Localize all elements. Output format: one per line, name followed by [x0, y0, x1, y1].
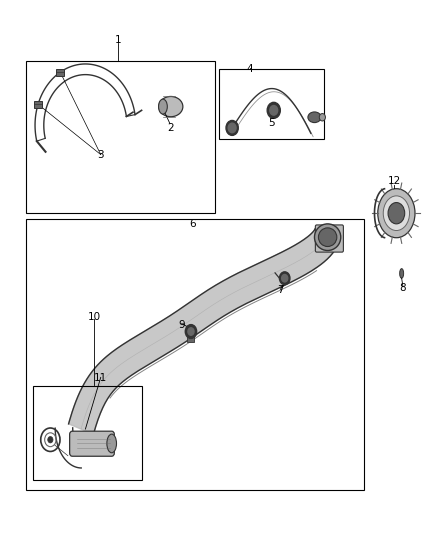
Polygon shape — [69, 229, 337, 434]
Circle shape — [188, 328, 194, 335]
Circle shape — [185, 325, 197, 338]
Circle shape — [270, 106, 278, 115]
Text: 12: 12 — [388, 176, 401, 186]
Bar — [26, 219, 364, 490]
FancyBboxPatch shape — [70, 431, 114, 456]
Bar — [56, 69, 64, 76]
Ellipse shape — [383, 196, 410, 230]
Text: 11: 11 — [94, 374, 107, 383]
Circle shape — [226, 120, 238, 135]
Circle shape — [282, 274, 288, 282]
Circle shape — [48, 437, 53, 443]
Bar — [34, 101, 42, 108]
Bar — [26, 61, 215, 213]
Text: 1: 1 — [115, 35, 122, 45]
Bar — [187, 337, 194, 342]
Text: 6: 6 — [189, 219, 196, 229]
Circle shape — [279, 272, 290, 285]
Bar — [219, 69, 324, 139]
Ellipse shape — [319, 114, 325, 121]
Text: 9: 9 — [178, 320, 185, 330]
Circle shape — [228, 123, 236, 133]
Text: 8: 8 — [399, 283, 406, 293]
Text: 5: 5 — [268, 118, 275, 127]
Text: 2: 2 — [167, 123, 174, 133]
Text: 7: 7 — [277, 286, 284, 295]
Text: 3: 3 — [97, 150, 104, 159]
Ellipse shape — [318, 228, 337, 246]
Ellipse shape — [399, 269, 404, 278]
Ellipse shape — [159, 96, 183, 117]
Ellipse shape — [388, 203, 405, 224]
Text: 4: 4 — [246, 64, 253, 74]
Ellipse shape — [159, 99, 167, 114]
FancyBboxPatch shape — [315, 225, 343, 252]
Circle shape — [267, 102, 280, 118]
Ellipse shape — [107, 434, 117, 453]
Bar — [33, 386, 142, 480]
Ellipse shape — [378, 189, 415, 238]
Text: 10: 10 — [88, 312, 101, 322]
Ellipse shape — [314, 224, 341, 251]
Ellipse shape — [308, 112, 321, 123]
